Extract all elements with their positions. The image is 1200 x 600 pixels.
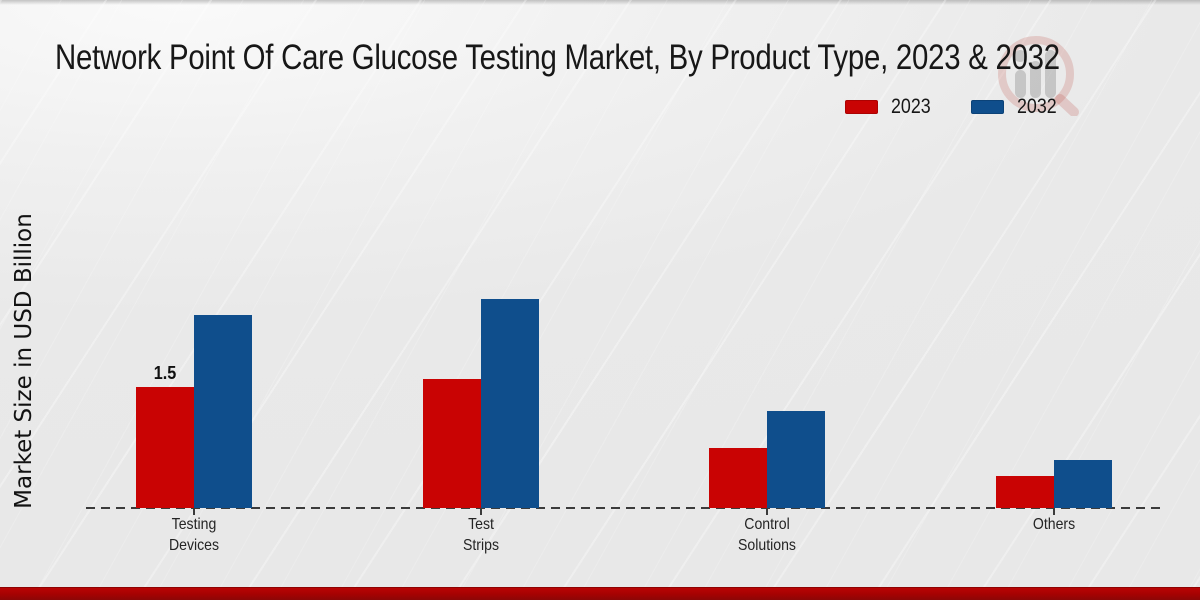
legend-swatch-2032 bbox=[970, 100, 1004, 114]
category-label-testing-devices: Testing Devices bbox=[168, 516, 220, 554]
legend-swatch-2023 bbox=[845, 100, 878, 114]
category-label-control-solutions: Control Solutions bbox=[738, 516, 797, 554]
x-axis-dashed-line bbox=[86, 507, 1163, 509]
chart-title: Network Point Of Care Glucose Testing Ma… bbox=[55, 38, 1060, 77]
bar-2032-others bbox=[1054, 459, 1112, 508]
category-label-test-strips: Test Strips bbox=[462, 516, 499, 554]
footer-accent-bar bbox=[0, 587, 1200, 600]
x-axis-tick bbox=[1053, 509, 1055, 515]
bar-value-label: 1.5 bbox=[153, 363, 177, 384]
x-axis-tick bbox=[479, 509, 482, 515]
bar-2023-others bbox=[996, 475, 1054, 508]
bar-2023-test-strips bbox=[422, 379, 481, 508]
bar-2032-testing-devices bbox=[194, 314, 252, 508]
bar-2023-testing-devices bbox=[136, 387, 194, 508]
bar-2032-test-strips bbox=[480, 298, 539, 508]
legend-item-2032: 2032 bbox=[970, 95, 1064, 119]
bar-2023-control-solutions bbox=[709, 447, 768, 508]
legend: 2023 2032 bbox=[845, 95, 1063, 119]
watermark-logo-icon bbox=[998, 36, 1079, 116]
x-axis-tick bbox=[766, 509, 769, 515]
legend-item-2023: 2023 bbox=[845, 95, 938, 119]
bar-2032-control-solutions bbox=[767, 411, 826, 508]
legend-label-2023: 2023 bbox=[891, 95, 931, 118]
x-axis-tick bbox=[193, 509, 195, 515]
category-label-others: Others bbox=[1032, 516, 1076, 533]
legend-label-2032: 2032 bbox=[1016, 95, 1057, 118]
